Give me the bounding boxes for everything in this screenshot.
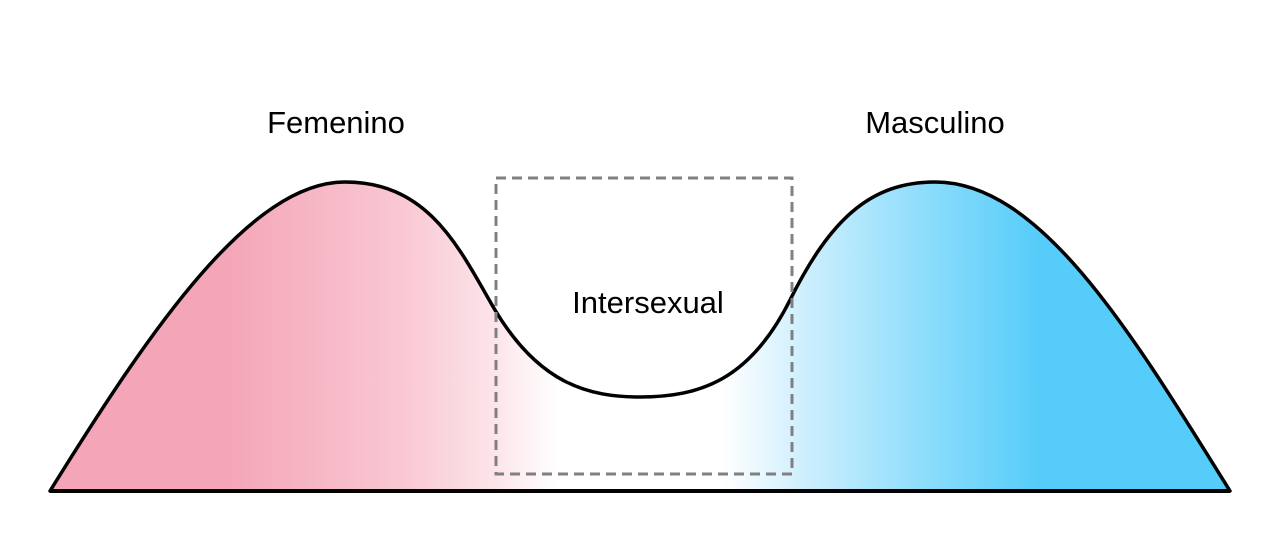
label-intersexual: Intersexual	[572, 285, 724, 320]
intersexual-box	[494, 176, 794, 476]
distribution-curve	[48, 180, 1232, 493]
label-masculino: Masculino	[865, 105, 1005, 140]
label-femenino: Femenino	[267, 105, 405, 140]
